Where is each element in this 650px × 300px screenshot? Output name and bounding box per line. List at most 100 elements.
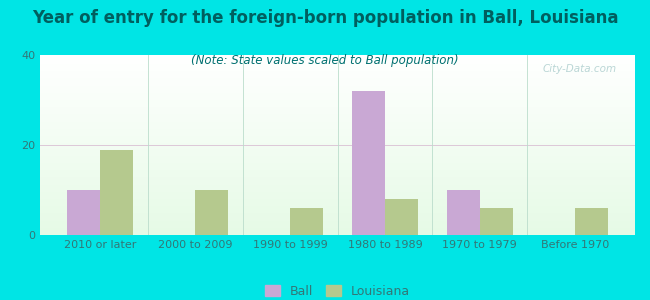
Bar xyxy=(352,91,385,235)
Bar xyxy=(40,136,635,138)
Bar xyxy=(40,152,635,154)
Bar xyxy=(40,57,635,59)
Bar xyxy=(40,122,635,123)
Bar xyxy=(40,102,635,103)
Bar xyxy=(40,120,635,122)
Bar xyxy=(40,190,635,192)
Bar xyxy=(575,208,608,235)
Bar xyxy=(40,141,635,143)
Bar xyxy=(40,208,635,210)
Bar xyxy=(67,190,100,235)
Bar xyxy=(40,179,635,181)
Bar xyxy=(40,98,635,100)
Legend: Ball, Louisiana: Ball, Louisiana xyxy=(261,281,414,300)
Bar xyxy=(40,130,635,132)
Bar xyxy=(40,129,635,130)
Bar xyxy=(40,140,635,141)
Bar xyxy=(40,230,635,231)
Bar xyxy=(40,220,635,222)
Bar xyxy=(40,194,635,195)
Bar xyxy=(40,148,635,150)
Bar xyxy=(40,181,635,183)
Bar xyxy=(40,172,635,174)
Bar xyxy=(40,197,635,199)
Bar xyxy=(40,109,635,111)
Bar xyxy=(40,168,635,170)
Bar xyxy=(40,91,635,93)
Bar xyxy=(40,204,635,206)
Bar xyxy=(40,138,635,140)
Bar xyxy=(40,68,635,69)
Bar xyxy=(40,161,635,163)
Bar xyxy=(40,195,635,197)
Bar xyxy=(40,188,635,190)
Bar xyxy=(40,184,635,186)
Bar xyxy=(40,176,635,177)
Bar xyxy=(40,127,635,129)
Bar xyxy=(290,208,323,235)
Bar xyxy=(40,224,635,226)
Bar xyxy=(40,112,635,114)
Bar xyxy=(40,118,635,120)
Bar xyxy=(195,190,228,235)
Bar xyxy=(40,156,635,158)
Bar xyxy=(40,94,635,96)
Bar xyxy=(40,58,635,60)
Bar xyxy=(40,62,635,64)
Text: Year of entry for the foreign-born population in Ball, Louisiana: Year of entry for the foreign-born popul… xyxy=(32,9,618,27)
Bar xyxy=(40,159,635,161)
Bar xyxy=(40,64,635,66)
Bar xyxy=(40,202,635,204)
Bar xyxy=(40,100,635,102)
Bar xyxy=(40,183,635,184)
Bar xyxy=(40,76,635,78)
Bar xyxy=(40,71,635,73)
Bar xyxy=(40,134,635,136)
Bar xyxy=(480,208,513,235)
Bar xyxy=(40,199,635,201)
Bar xyxy=(40,55,635,57)
Bar xyxy=(40,147,635,148)
Bar xyxy=(40,60,635,62)
Bar xyxy=(40,177,635,179)
Bar xyxy=(40,85,635,87)
Bar xyxy=(40,167,635,168)
Bar xyxy=(40,217,635,219)
Bar xyxy=(40,233,635,235)
Bar xyxy=(40,158,635,159)
Bar xyxy=(40,212,635,213)
Bar xyxy=(40,186,635,188)
Bar xyxy=(40,66,635,68)
Bar xyxy=(40,174,635,176)
Bar xyxy=(40,96,635,98)
Bar xyxy=(40,210,635,212)
Bar xyxy=(40,114,635,116)
Bar xyxy=(447,190,480,235)
Bar xyxy=(40,154,635,156)
Bar xyxy=(40,78,635,80)
Bar xyxy=(40,165,635,167)
Text: (Note: State values scaled to Ball population): (Note: State values scaled to Ball popul… xyxy=(191,54,459,67)
Bar xyxy=(40,132,635,134)
Bar xyxy=(40,116,635,118)
Bar xyxy=(40,69,635,71)
Bar xyxy=(40,103,635,105)
Bar xyxy=(40,82,635,84)
Bar xyxy=(40,215,635,217)
Bar xyxy=(40,219,635,220)
Bar xyxy=(40,80,635,82)
Bar xyxy=(40,163,635,165)
Bar xyxy=(40,231,635,233)
Bar xyxy=(40,192,635,194)
Bar xyxy=(40,105,635,107)
Bar xyxy=(40,143,635,145)
Bar xyxy=(40,222,635,224)
Bar xyxy=(40,89,635,91)
Bar xyxy=(40,213,635,215)
Bar xyxy=(385,199,418,235)
Bar xyxy=(100,149,133,235)
Bar xyxy=(40,145,635,147)
Bar xyxy=(40,111,635,112)
Text: City-Data.com: City-Data.com xyxy=(543,64,617,74)
Bar xyxy=(40,226,635,228)
